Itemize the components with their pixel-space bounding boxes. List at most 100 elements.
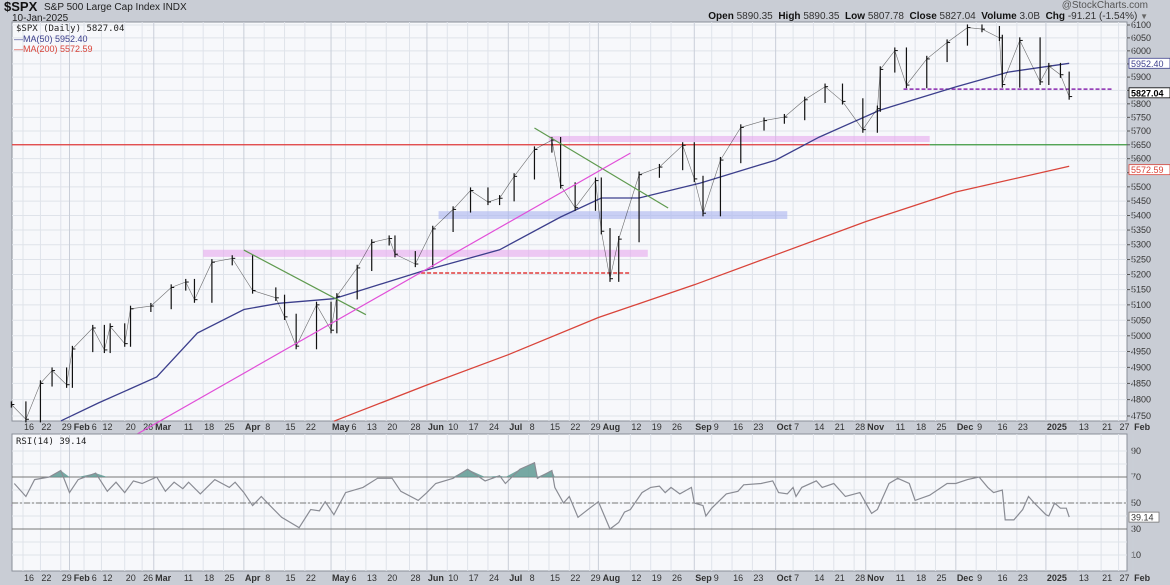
date-tick-label: 6 bbox=[352, 422, 357, 432]
price-panel: 6100 6050 6000 5900 5800 5750 5700 5650 5600 5500… bbox=[10, 20, 1170, 583]
date-tick-label: 25 bbox=[225, 573, 235, 583]
date-tick-label: 16 bbox=[998, 573, 1008, 583]
date-tick-label: 24 bbox=[489, 573, 499, 583]
high-value: 5890.35 bbox=[803, 11, 840, 22]
rsi-last-value-box bbox=[1128, 511, 1160, 523]
date-tick-label: 23 bbox=[753, 422, 763, 432]
date-tick-label: 16 bbox=[733, 422, 743, 432]
triangle-down-icon[interactable]: ▼ bbox=[1140, 12, 1148, 21]
date-tick-label: 6 bbox=[92, 422, 97, 432]
open-label: Open bbox=[708, 11, 734, 22]
date-tick-label: 7 bbox=[794, 573, 799, 583]
price-tick-label: 4850 bbox=[1131, 378, 1151, 388]
date-tick-label: 25 bbox=[936, 422, 946, 432]
price-tick-label: 5750 bbox=[1131, 112, 1151, 122]
date-tick-label: 27 bbox=[1120, 422, 1130, 432]
date-tick-label: Oct bbox=[777, 422, 792, 432]
date-tick-label: Mar bbox=[155, 573, 172, 583]
price-tick-label: 5900 bbox=[1131, 72, 1151, 82]
date-tick-label: 11 bbox=[184, 422, 193, 432]
chart-date: 10-Jan-2025 bbox=[12, 13, 69, 24]
chg-value: -91.21 (-1.54%) bbox=[1067, 11, 1138, 22]
last-value-label: 5572.59 bbox=[1131, 165, 1164, 175]
date-tick-label: 12 bbox=[631, 573, 641, 583]
rsi-tick-label: 50 bbox=[1131, 498, 1141, 508]
date-tick-label: 22 bbox=[41, 422, 51, 432]
date-tick-label: 20 bbox=[126, 422, 136, 432]
date-tick-label: 9 bbox=[714, 422, 719, 432]
trendline bbox=[243, 249, 367, 316]
date-tick-label: 8 bbox=[530, 573, 535, 583]
date-tick-label: 13 bbox=[1079, 573, 1089, 583]
date-tick-label: 2025 bbox=[1047, 422, 1067, 432]
date-tick-label: Jul bbox=[509, 573, 522, 583]
price-tick-label: 5200 bbox=[1131, 270, 1151, 280]
price-tick-label: 5450 bbox=[1131, 196, 1151, 206]
date-tick-label: 18 bbox=[916, 573, 926, 583]
price-close-line bbox=[11, 27, 1070, 420]
date-tick-label: 14 bbox=[814, 422, 824, 432]
date-tick-label: 24 bbox=[489, 422, 499, 432]
last-value-box bbox=[1128, 164, 1170, 176]
date-tick-label: 15 bbox=[550, 573, 560, 583]
date-tick-label: 22 bbox=[41, 573, 51, 583]
price-tick-label: 5700 bbox=[1131, 126, 1151, 136]
price-tick-label: 6100 bbox=[1131, 20, 1151, 30]
date-tick-label: 20 bbox=[126, 573, 136, 583]
volume-value: 3.0B bbox=[1019, 11, 1041, 22]
date-tick-label: 23 bbox=[1018, 422, 1028, 432]
date-tick-label: 18 bbox=[204, 573, 214, 583]
date-tick-label: 20 bbox=[387, 422, 397, 432]
date-tick-label: 29 bbox=[591, 422, 601, 432]
date-tick-label: May bbox=[332, 573, 350, 583]
security-name: S&P 500 Large Cap Index INDX bbox=[44, 2, 187, 13]
low-value: 5807.78 bbox=[867, 11, 904, 22]
price-tick-label: 5300 bbox=[1131, 240, 1151, 250]
price-tick-label: 5100 bbox=[1131, 300, 1151, 310]
rsi-panel: 90 70 50 30 10 39.14 bbox=[11, 433, 1160, 572]
rsi-line bbox=[13, 461, 1070, 530]
date-tick-label: 16 bbox=[733, 573, 743, 583]
date-tick-label: 13 bbox=[367, 573, 377, 583]
price-tick-label: 5250 bbox=[1131, 255, 1151, 265]
date-tick-label: 21 bbox=[835, 422, 845, 432]
date-tick-label: 15 bbox=[286, 573, 296, 583]
date-tick-label: 19 bbox=[652, 573, 662, 583]
last-value-label: 5827.04 bbox=[1131, 88, 1164, 98]
date-tick-label: 9 bbox=[714, 573, 719, 583]
date-tick-label: Mar bbox=[155, 422, 172, 432]
rsi-legend: RSI(14) 39.14 bbox=[16, 437, 87, 447]
date-tick-label: 23 bbox=[753, 573, 763, 583]
date-tick-label: 12 bbox=[631, 422, 641, 432]
date-tick-label: Feb bbox=[74, 573, 91, 583]
date-tick-label: Dec bbox=[957, 422, 974, 432]
date-tick-label: 13 bbox=[1079, 422, 1089, 432]
date-tick-label: 16 bbox=[24, 422, 34, 432]
date-tick-label: 26 bbox=[672, 573, 682, 583]
date-tick-label: 9 bbox=[977, 422, 982, 432]
symbol-title: $SPX bbox=[4, 0, 38, 14]
date-tick-label: 8 bbox=[265, 573, 270, 583]
date-tick-label: 18 bbox=[916, 422, 926, 432]
brand-watermark[interactable]: @StockCharts.com bbox=[1061, 0, 1148, 11]
date-tick-label: 11 bbox=[184, 573, 193, 583]
price-legend: $SPX (Daily) 5827.04 bbox=[16, 24, 125, 34]
date-tick-label: 14 bbox=[814, 573, 824, 583]
date-tick-label: Aug bbox=[603, 422, 621, 432]
date-tick-label: 12 bbox=[102, 573, 112, 583]
date-tick-label: 28 bbox=[855, 422, 865, 432]
date-tick-label: Sep bbox=[695, 573, 712, 583]
date-tick-label: 17 bbox=[469, 573, 479, 583]
date-tick-label: 29 bbox=[62, 422, 72, 432]
price-tick-label: 5150 bbox=[1131, 285, 1151, 295]
support-resistance-band bbox=[548, 135, 930, 143]
last-value-box bbox=[1128, 57, 1170, 69]
date-tick-label: 6 bbox=[352, 573, 357, 583]
date-tick-label: 25 bbox=[225, 422, 235, 432]
price-tick-label: 5650 bbox=[1131, 140, 1151, 150]
date-tick-label: 8 bbox=[530, 422, 535, 432]
price-tick-label: 5800 bbox=[1131, 99, 1151, 109]
date-tick-label: 11 bbox=[896, 422, 905, 432]
price-tick-label: 6050 bbox=[1131, 33, 1151, 43]
